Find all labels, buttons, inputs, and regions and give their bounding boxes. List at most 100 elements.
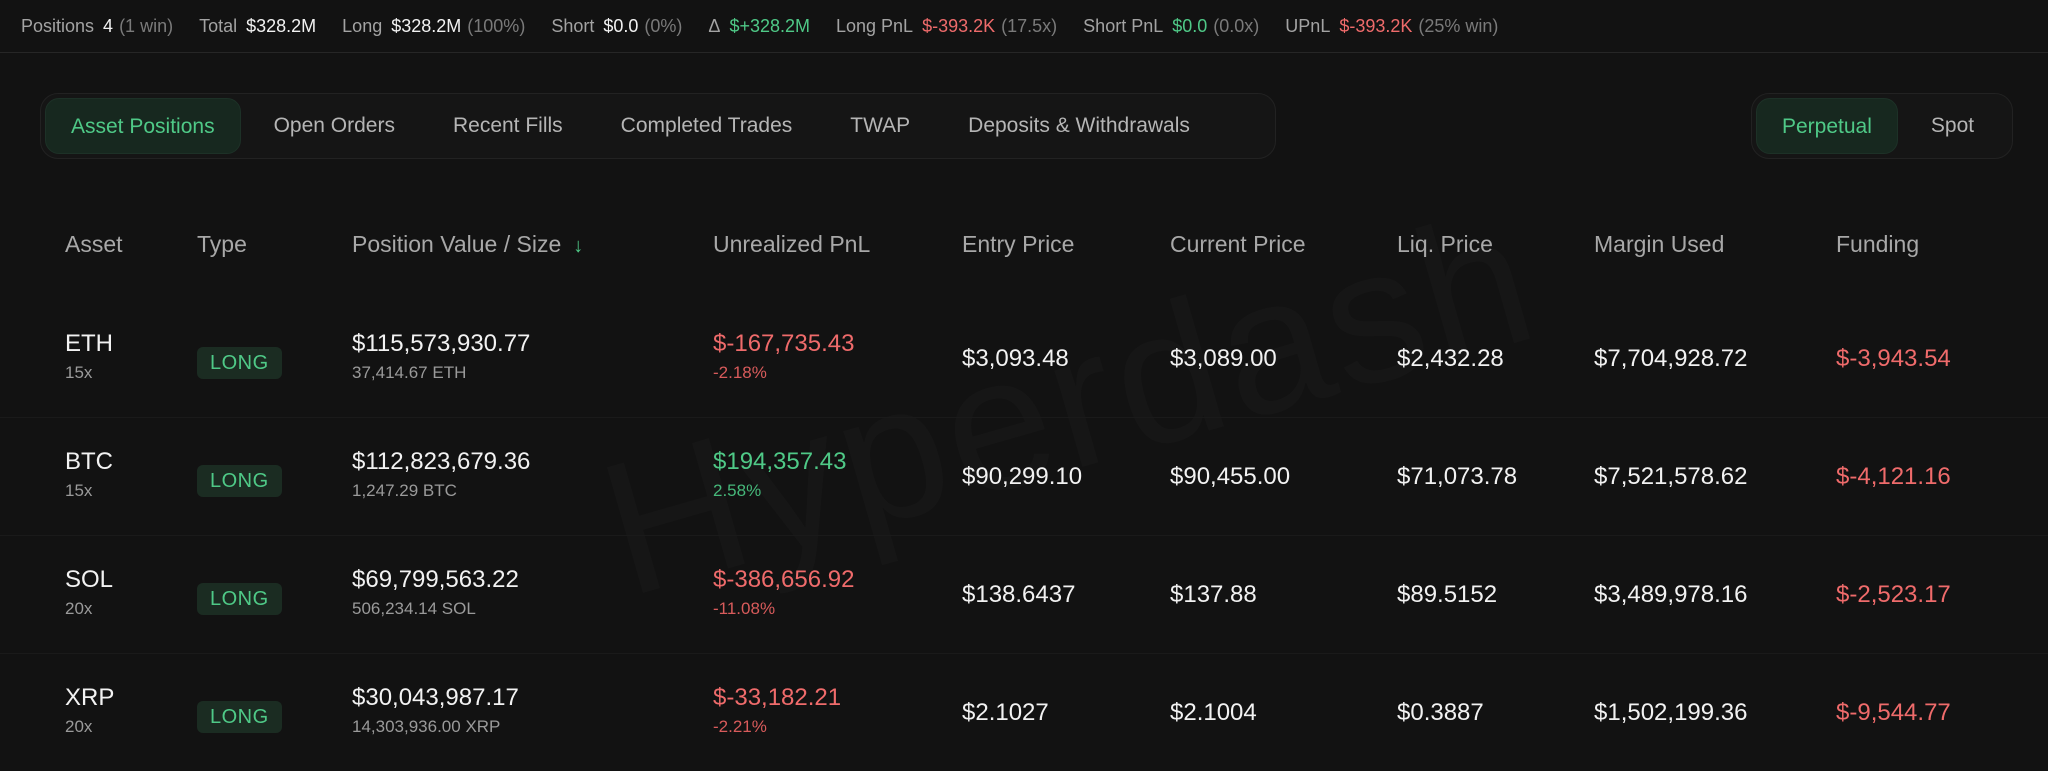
stat-sub: (17.5x) (1001, 15, 1058, 36)
stat-sub: (25% win) (1418, 15, 1499, 36)
table-body: ETH 15x LONG $115,573,930.77 37,414.67 ETH $-… (0, 300, 2048, 771)
position-value: $115,573,930.77 (352, 330, 531, 357)
current-price: $3,089.00 (1170, 345, 1277, 372)
stat-sub: (0%) (644, 15, 683, 36)
stat-0: Positions 4 (1 win) (21, 16, 173, 37)
position-value: $69,799,563.22 (352, 566, 519, 593)
header-entry-price[interactable]: Entry Price (962, 231, 1075, 257)
stat-1: Total $328.2M (199, 16, 316, 37)
stat-label: Short PnL (1083, 15, 1164, 36)
tab-twap[interactable]: TWAP (850, 114, 911, 137)
stat-4: Δ $+328.2M (708, 16, 810, 37)
positions-table: Asset Type Position Value / Size ↓ Unreal… (0, 185, 2048, 771)
sort-descending-icon[interactable]: ↓ (573, 235, 584, 257)
unrealized-pnl-percent: -11.08% (713, 599, 776, 618)
funding: $-9,544.77 (1836, 699, 1951, 726)
tab-deposits-withdrawals[interactable]: Deposits & Withdrawals (968, 114, 1190, 137)
header-funding[interactable]: Funding (1836, 231, 1920, 257)
market-type-toggle: Perpetual Spot (1751, 93, 2013, 159)
unrealized-pnl: $-167,735.43 (713, 330, 855, 357)
table-row[interactable]: XRP 20x LONG $30,043,987.17 14,303,936.00 XR… (0, 654, 2048, 771)
tab-completed-trades[interactable]: Completed Trades (620, 114, 793, 137)
position-size: 506,234.14 SOL (352, 599, 476, 618)
unrealized-pnl: $-33,182.21 (713, 684, 842, 711)
position-value: $112,823,679.36 (352, 448, 531, 475)
position-size: 37,414.67 ETH (352, 363, 467, 382)
stat-value: $-393.2K (1339, 15, 1413, 36)
stat-7: UPnL $-393.2K (25% win) (1285, 16, 1498, 37)
stat-sub: (1 win) (119, 15, 174, 36)
asset-name[interactable]: BTC (65, 448, 113, 475)
funding: $-2,523.17 (1836, 581, 1951, 608)
header-position-value[interactable]: Position Value / Size ↓ (352, 231, 583, 258)
stat-value: $328.2M (246, 15, 317, 36)
stat-value: $0.0 (1172, 15, 1208, 36)
entry-price: $2.1027 (962, 699, 1049, 726)
entry-price: $90,299.10 (962, 463, 1083, 490)
asset-leverage: 20x (65, 599, 93, 618)
header-margin-used[interactable]: Margin Used (1594, 231, 1725, 257)
header-position-value-label: Position Value / Size (352, 231, 562, 257)
tab-spot[interactable]: Spot (1930, 114, 1975, 137)
header-type[interactable]: Type (197, 231, 247, 257)
stat-value: 4 (103, 15, 114, 36)
stat-sub: (0.0x) (1213, 15, 1260, 36)
table-row[interactable]: ETH 15x LONG $115,573,930.77 37,414.67 ETH $-… (0, 300, 2048, 418)
margin-used: $1,502,199.36 (1594, 699, 1748, 726)
entry-price: $3,093.48 (962, 345, 1069, 372)
liquidation-price: $71,073.78 (1397, 463, 1518, 490)
stat-label: Short (551, 15, 595, 36)
table-row[interactable]: BTC 15x LONG $112,823,679.36 1,247.29 BTC $19… (0, 418, 2048, 536)
liquidation-price: $89.5152 (1397, 581, 1498, 608)
unrealized-pnl-percent: 2.58% (713, 481, 762, 500)
position-size: 1,247.29 BTC (352, 481, 457, 500)
margin-used: $7,521,578.62 (1594, 463, 1748, 490)
position-type-badge: LONG (197, 701, 282, 733)
position-type-badge: LONG (197, 465, 282, 497)
stat-value: $-393.2K (922, 15, 996, 36)
tab-asset-positions[interactable]: Asset Positions (45, 98, 241, 154)
header-asset[interactable]: Asset (65, 231, 123, 257)
asset-name[interactable]: SOL (65, 566, 114, 593)
stat-2: Long $328.2M (100%) (342, 16, 525, 37)
header-unrealized-pnl[interactable]: Unrealized PnL (713, 231, 871, 257)
current-price: $90,455.00 (1170, 463, 1291, 490)
stat-label: UPnL (1285, 15, 1331, 36)
liquidation-price: $0.3887 (1397, 699, 1484, 726)
stat-label: Long PnL (836, 15, 914, 36)
entry-price: $138.6437 (962, 581, 1076, 608)
table-header: Asset Type Position Value / Size ↓ Unreal… (0, 185, 2048, 300)
positions-tab-group: Asset Positions Open Orders Recent Fills Co… (40, 93, 1276, 159)
positions-summary-bar: Positions 4 (1 win) Total $328.2M Long $328.2M… (0, 0, 2048, 53)
tab-perpetual[interactable]: Perpetual (1756, 98, 1898, 154)
funding: $-3,943.54 (1836, 345, 1951, 372)
liquidation-price: $2,432.28 (1397, 345, 1504, 372)
asset-name[interactable]: XRP (65, 684, 115, 711)
stat-value: $0.0 (603, 15, 639, 36)
stat-sub: (100%) (467, 15, 526, 36)
position-size: 14,303,936.00 XRP (352, 717, 501, 736)
position-type-badge: LONG (197, 583, 282, 615)
asset-leverage: 20x (65, 717, 93, 736)
stat-label: Total (199, 15, 238, 36)
stat-3: Short $0.0 (0%) (551, 16, 682, 37)
header-liq-price[interactable]: Liq. Price (1397, 231, 1493, 257)
stat-5: Long PnL $-393.2K (17.5x) (836, 16, 1057, 37)
stat-label: Long (342, 15, 383, 36)
stat-6: Short PnL $0.0 (0.0x) (1083, 16, 1259, 37)
current-price: $137.88 (1170, 581, 1257, 608)
tab-open-orders[interactable]: Open Orders (273, 114, 395, 137)
header-current-price[interactable]: Current Price (1170, 231, 1306, 257)
stat-value: $328.2M (391, 15, 462, 36)
asset-name[interactable]: ETH (65, 330, 113, 357)
tab-recent-fills[interactable]: Recent Fills (452, 114, 563, 137)
asset-leverage: 15x (65, 481, 93, 500)
position-value: $30,043,987.17 (352, 684, 519, 711)
unrealized-pnl: $-386,656.92 (713, 566, 855, 593)
asset-leverage: 15x (65, 363, 93, 382)
stat-label: Δ (708, 15, 721, 36)
unrealized-pnl-percent: -2.18% (713, 363, 767, 382)
funding: $-4,121.16 (1836, 463, 1951, 490)
current-price: $2.1004 (1170, 699, 1257, 726)
table-row[interactable]: SOL 20x LONG $69,799,563.22 506,234.14 SOL $-… (0, 536, 2048, 654)
